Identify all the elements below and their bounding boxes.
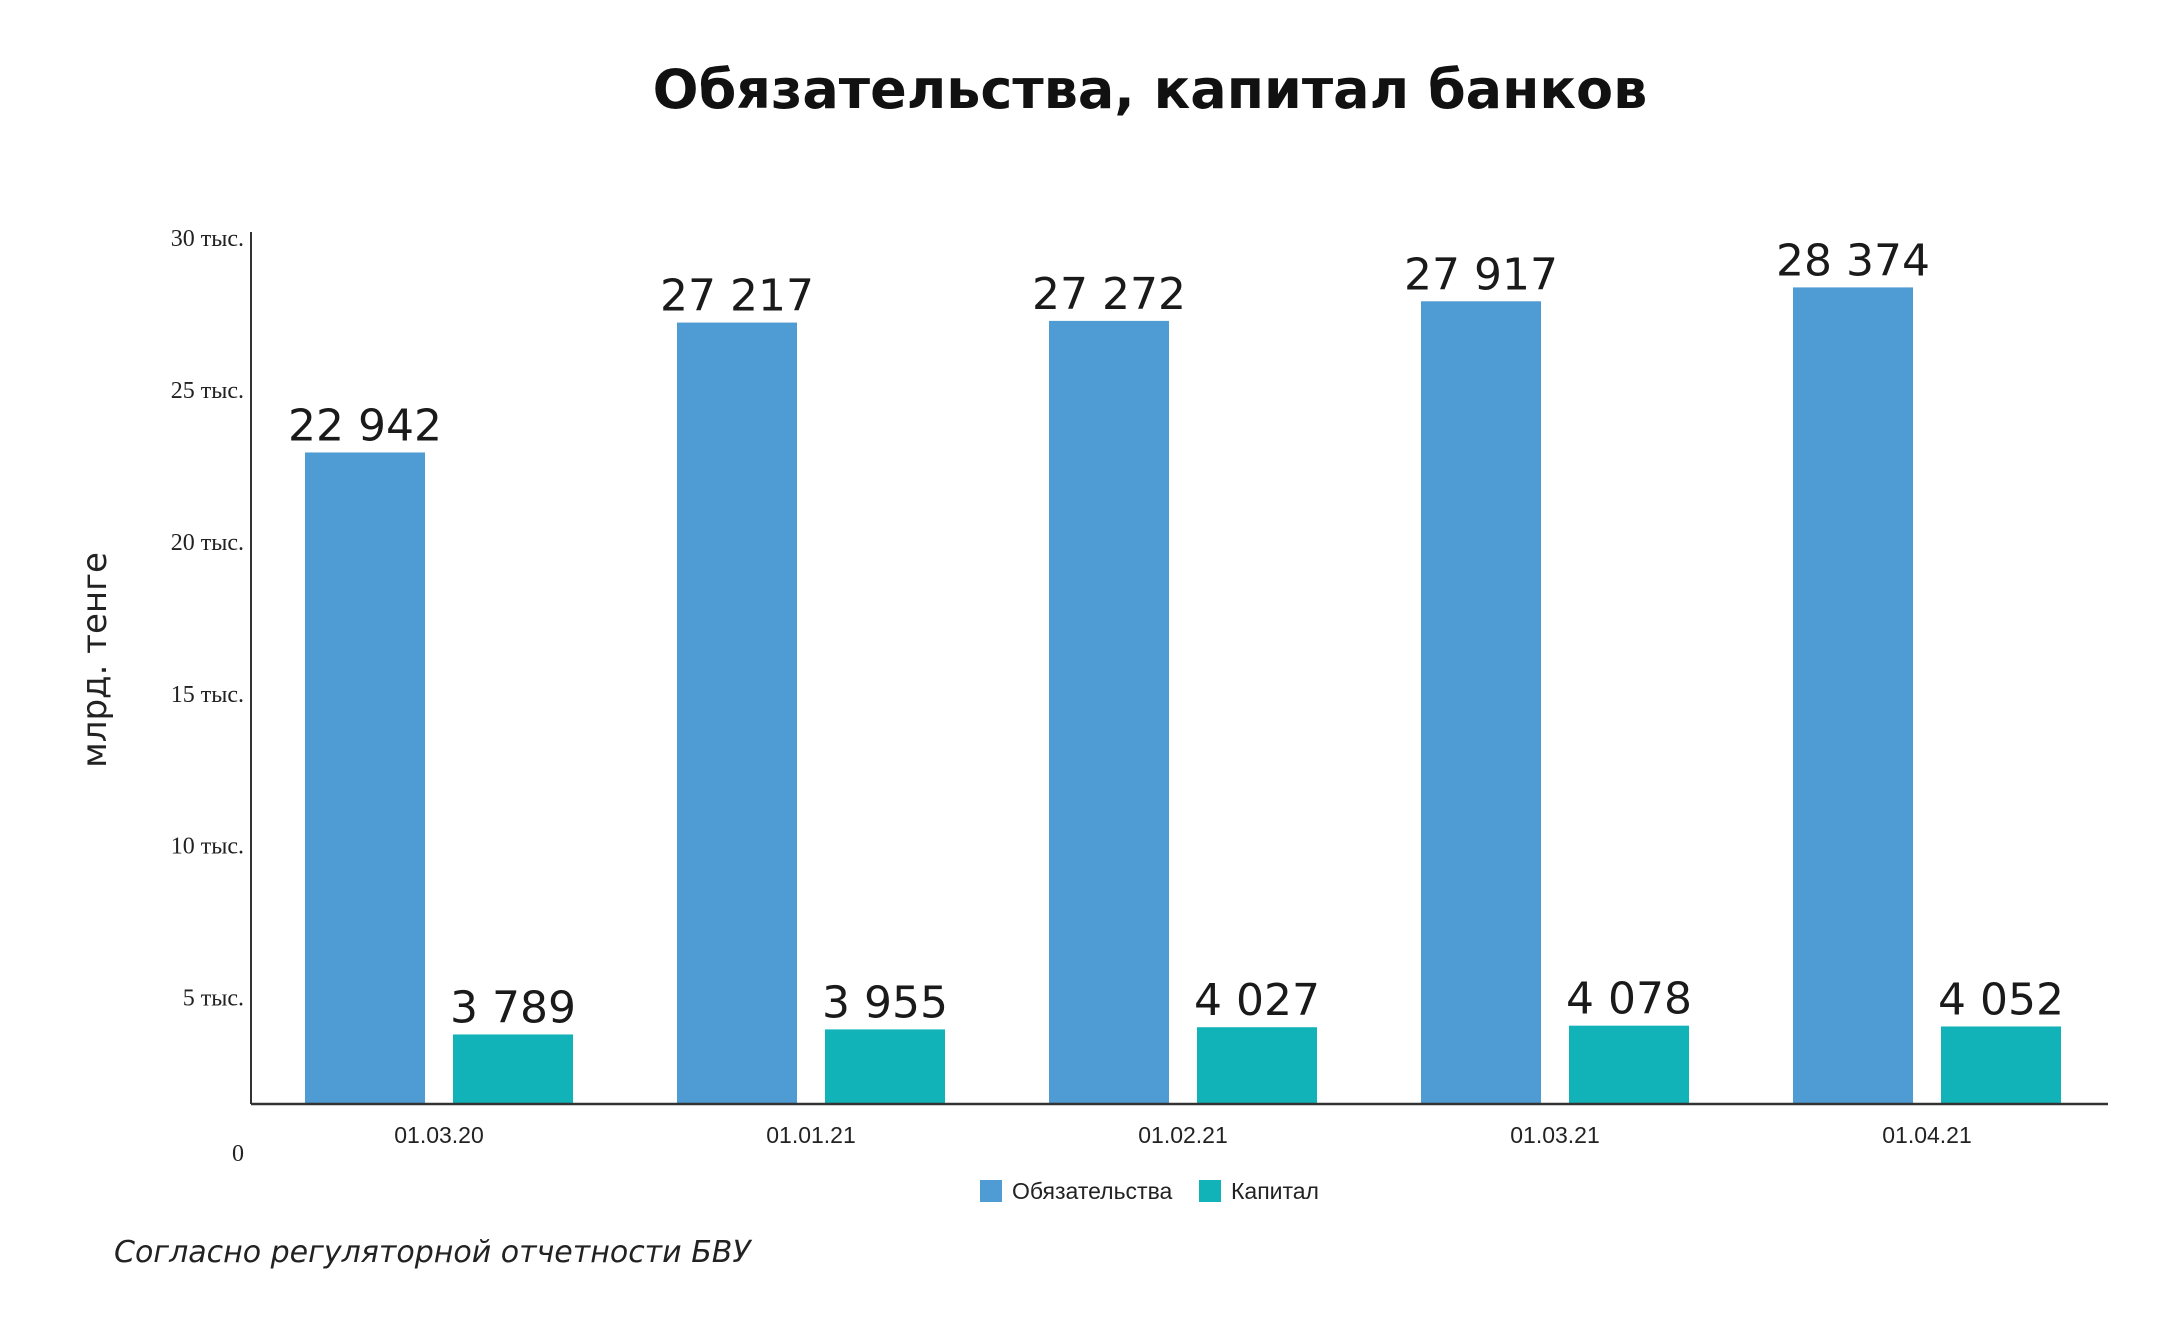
y-tick-label-3: 20 тыс. <box>171 530 244 556</box>
legend-label-capital: Капитал <box>1231 1178 1319 1204</box>
value-label-capital-0: 3 789 <box>450 982 576 1033</box>
bar-capital-1 <box>825 1029 945 1104</box>
y-tick-label-2: 15 тыс. <box>171 682 244 708</box>
y-tick-label-1: 10 тыс. <box>171 834 244 860</box>
y-tick-label-4: 25 тыс. <box>171 378 244 404</box>
bar-liabilities-4 <box>1793 287 1913 1104</box>
y-tick-label-0: 5 тыс. <box>183 986 244 1012</box>
value-label-liabilities-2: 27 272 <box>1032 269 1186 320</box>
bar-liabilities-0 <box>305 452 425 1105</box>
bar-capital-4 <box>1941 1026 2061 1104</box>
x-tick-label-4: 01.04.21 <box>1882 1122 1972 1148</box>
y-tick-label-zero: 0 <box>232 1141 244 1167</box>
value-label-liabilities-0: 22 942 <box>288 400 442 451</box>
value-label-liabilities-1: 27 217 <box>660 271 814 322</box>
chart-title: Обязательства, капитал банков <box>653 58 1648 121</box>
legend-swatch-capital <box>1199 1180 1221 1202</box>
y-tick-label-5: 30 тыс. <box>171 226 244 252</box>
value-label-liabilities-3: 27 917 <box>1404 249 1558 300</box>
x-tick-label-3: 01.03.21 <box>1510 1122 1600 1148</box>
x-tick-label-2: 01.02.21 <box>1138 1122 1228 1148</box>
y-axis-label: млрд. тенге <box>75 552 115 768</box>
bar-capital-0 <box>453 1034 573 1104</box>
value-label-capital-1: 3 955 <box>822 977 948 1028</box>
legend-swatch-liabilities <box>980 1180 1002 1202</box>
bar-liabilities-2 <box>1049 320 1169 1104</box>
value-label-capital-4: 4 052 <box>1938 974 2064 1025</box>
value-label-capital-3: 4 078 <box>1566 974 1692 1025</box>
source-note: Согласно регуляторной отчетности БВУ <box>114 1235 752 1270</box>
bar-capital-3 <box>1569 1025 1689 1104</box>
legend: Обязательства Капитал <box>980 1178 1319 1204</box>
axes-layer <box>250 232 2108 1106</box>
x-tick-label-1: 01.01.21 <box>766 1122 856 1148</box>
value-label-liabilities-4: 28 374 <box>1776 235 1930 286</box>
bars-layer <box>305 287 2061 1105</box>
bar-capital-2 <box>1197 1027 1317 1104</box>
bar-liabilities-3 <box>1421 301 1541 1105</box>
bar-liabilities-1 <box>677 322 797 1104</box>
value-label-capital-2: 4 027 <box>1194 975 1320 1026</box>
labels-layer: 22 942 27 217 27 272 27 917 28 374 3 789 3 955… <box>171 226 2064 1167</box>
legend-label-liabilities: Обязательства <box>1012 1178 1173 1204</box>
x-tick-label-0: 01.03.20 <box>394 1122 484 1148</box>
